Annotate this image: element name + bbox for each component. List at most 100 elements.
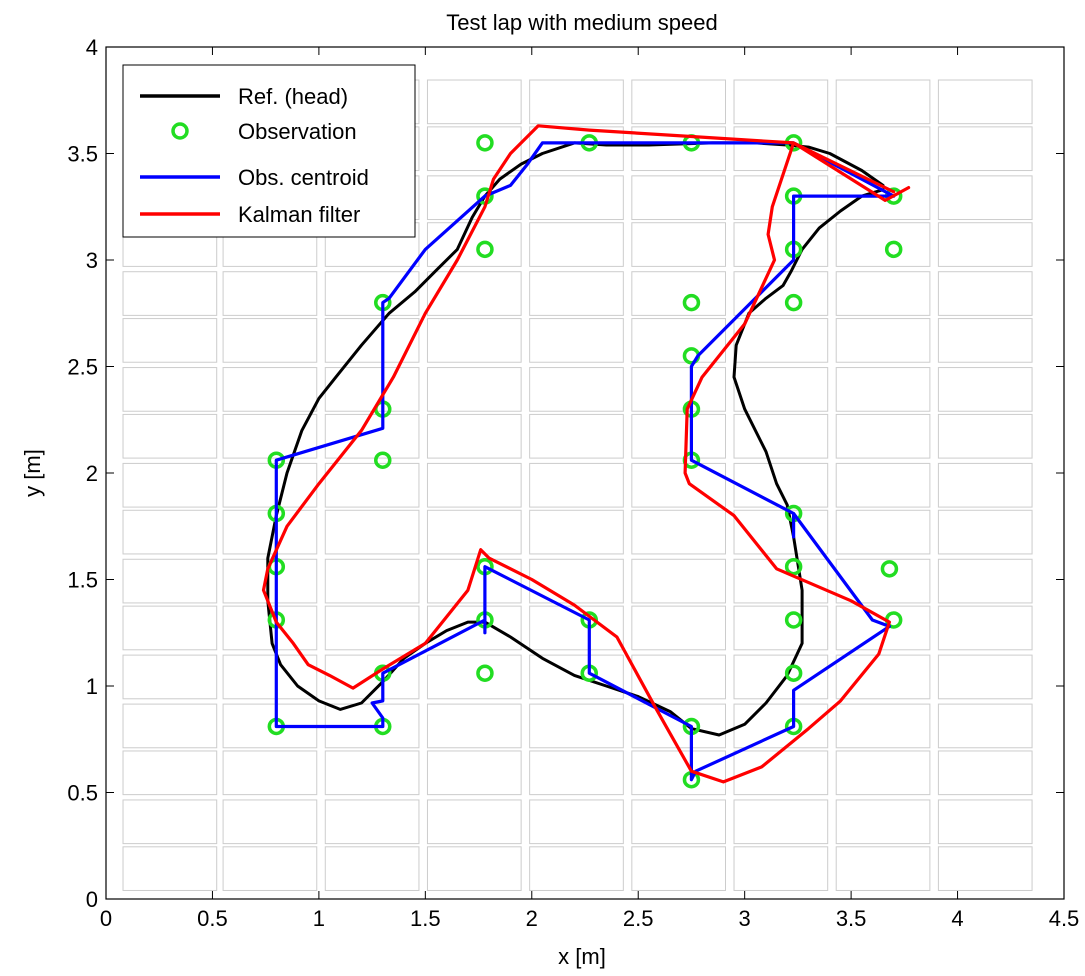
floor-tile [529, 318, 624, 363]
x-tick-label: 3.5 [836, 906, 867, 931]
floor-tile [733, 126, 829, 172]
floor-tile [631, 558, 727, 604]
floor-tile [835, 367, 931, 412]
floor-tile [631, 175, 727, 221]
floor-tile [937, 654, 1033, 700]
floor-tile [324, 318, 420, 363]
floor-tile [426, 846, 522, 891]
floor-tile [937, 750, 1033, 796]
x-tick-label: 3 [739, 906, 751, 931]
floor-tile [426, 367, 522, 412]
floor-tile [324, 750, 420, 796]
floor-tile [835, 703, 931, 749]
observation-point [374, 451, 392, 469]
floor-tile [324, 558, 420, 604]
x-tick-label: 2 [526, 906, 538, 931]
floor-tile [529, 413, 624, 459]
floor-tile [835, 462, 931, 508]
x-axis-label: x [m] [558, 944, 606, 969]
floor-tile [426, 750, 522, 796]
floor-tile [122, 462, 218, 508]
floor-tile [529, 558, 624, 604]
floor-tile [733, 703, 829, 749]
x-tick-label: 2.5 [623, 906, 654, 931]
floor-tile [222, 318, 318, 363]
observation-point [476, 134, 494, 152]
floor-tile [937, 271, 1033, 316]
floor-tile [122, 654, 218, 700]
floor-tile [122, 558, 218, 604]
floor-tile [426, 703, 522, 749]
floor-tile [631, 654, 727, 700]
legend-label-ref: Ref. (head) [238, 84, 348, 109]
floor-tile [426, 175, 522, 221]
floor-tile [733, 799, 829, 845]
floor-tile [835, 605, 931, 651]
floor-tile [631, 413, 727, 459]
series-line-obs-centroid [274, 141, 896, 782]
floor-tile [835, 846, 931, 891]
floor-tile [733, 222, 829, 267]
floor-tile [529, 654, 624, 700]
series-layer [261, 124, 911, 789]
floor-tile [529, 126, 624, 172]
floor-tile [733, 367, 829, 412]
observation-point [682, 293, 701, 312]
floor-tile [631, 846, 727, 891]
legend-label-centroid: Obs. centroid [238, 165, 369, 190]
y-tick-label: 3 [86, 248, 98, 273]
floor-tile [426, 462, 522, 508]
floor-tile [631, 271, 727, 316]
axis-ticks [105, 46, 1065, 900]
legend-label-kalman: Kalman filter [238, 202, 360, 227]
floor-tile [631, 126, 727, 172]
floor-tile [631, 318, 727, 363]
observation-point [884, 240, 903, 259]
floor-tile [324, 271, 420, 316]
series-line-kalman-filter [261, 124, 911, 784]
observation-point [880, 560, 899, 578]
floor-tile [937, 318, 1033, 363]
floor-tile [529, 799, 624, 845]
y-tick-label: 0 [86, 887, 98, 912]
floor-tile [937, 799, 1033, 845]
observation-point [476, 664, 494, 682]
floor-tile [324, 462, 420, 508]
floor-tile [222, 799, 318, 845]
floor-tile [122, 318, 218, 363]
floor-tile [529, 509, 624, 555]
floor-tile [835, 271, 931, 316]
floor-tile [122, 799, 218, 845]
floor-tile [529, 79, 624, 125]
floor-tile [426, 126, 522, 172]
floor-tile [937, 222, 1033, 267]
x-tick-labels: 0 0.5 1 1.5 2 2.5 3 3.5 4 4.5 [100, 906, 1079, 931]
floor-tile [733, 846, 829, 891]
observation-point [784, 611, 803, 629]
floor-tile [122, 846, 218, 891]
floor-tile [122, 367, 218, 412]
floor-tile [937, 703, 1033, 749]
floor-tile [937, 846, 1033, 891]
x-tick-label: 1 [313, 906, 325, 931]
floor-tile [324, 605, 420, 651]
floor-tile [631, 79, 727, 125]
observation-point [784, 557, 803, 576]
observation-point [784, 293, 803, 312]
floor-tile [222, 271, 318, 316]
floor-tile [122, 271, 218, 316]
floor-tile [426, 558, 522, 604]
y-tick-label: 2 [86, 461, 98, 486]
y-tick-label: 1 [86, 674, 98, 699]
floor-tile [529, 703, 624, 749]
floor-tile [426, 509, 522, 555]
floor-tile [733, 318, 829, 363]
floor-tile [529, 750, 624, 796]
floor-tile [222, 846, 318, 891]
floor-tile [835, 558, 931, 604]
x-tick-label: 0.5 [197, 906, 228, 931]
floor-tile [835, 509, 931, 555]
observation-point [476, 240, 494, 259]
floor-tile [324, 654, 420, 700]
